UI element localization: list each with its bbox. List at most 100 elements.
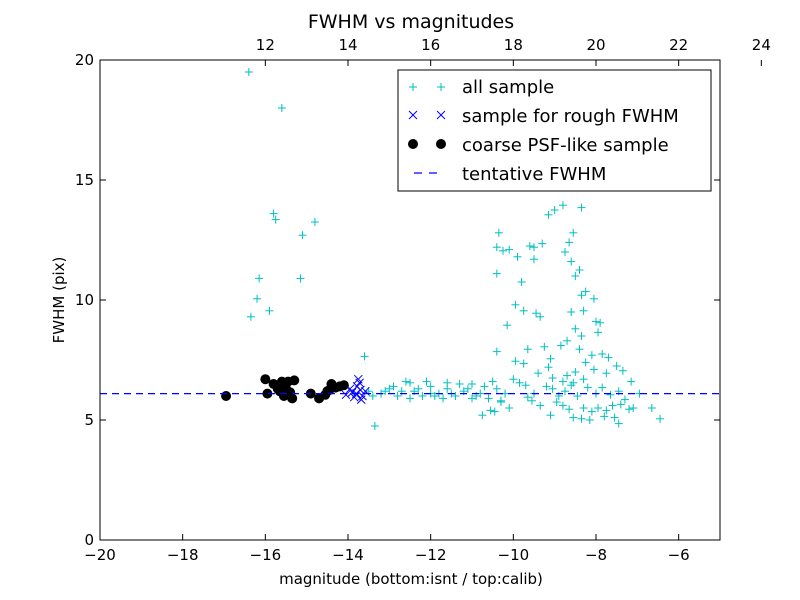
point-all-sample-149 xyxy=(546,411,555,420)
point-coarse-psf-like-sample-5 xyxy=(289,375,300,386)
point-all-sample-150 xyxy=(536,401,545,410)
point-all-sample-42 xyxy=(480,382,489,391)
point-all-sample-4 xyxy=(310,218,319,226)
point-all-sample-156 xyxy=(569,378,578,387)
top-tick-label-4: 20 xyxy=(586,36,605,54)
point-all-sample-46 xyxy=(430,392,439,400)
x-tick-label-1: −18 xyxy=(167,546,199,564)
point-all-sample-116 xyxy=(561,387,569,396)
point-all-sample-30 xyxy=(368,392,377,400)
point-all-sample-129 xyxy=(558,401,567,410)
point-coarse-psf-like-sample-0 xyxy=(221,391,232,401)
point-all-sample-31 xyxy=(389,382,398,391)
point-all-sample-140 xyxy=(577,414,586,423)
x-tick-label-7: −6 xyxy=(668,546,690,564)
plot-frame xyxy=(99,59,721,541)
point-all-sample-138 xyxy=(629,404,638,412)
point-all-sample-133 xyxy=(594,404,603,412)
point-all-sample-114 xyxy=(548,384,557,393)
point-sample-for-rough-fwhm-6 xyxy=(349,392,359,402)
x-tick-label-2: −16 xyxy=(250,546,282,564)
point-sample-for-rough-fwhm-10 xyxy=(341,390,351,400)
point-all-sample-56 xyxy=(499,246,507,255)
point-all-sample-68 xyxy=(567,257,576,266)
point-all-sample-135 xyxy=(608,401,617,410)
point-all-sample-155 xyxy=(558,377,567,386)
point-all-sample-75 xyxy=(492,269,501,278)
point-all-sample-76 xyxy=(530,255,538,264)
point-all-sample-145 xyxy=(647,404,656,412)
point-all-sample-98 xyxy=(598,350,607,358)
point-all-sample-125 xyxy=(521,381,530,390)
series-layer xyxy=(100,68,720,430)
point-all-sample-47 xyxy=(468,394,476,403)
point-all-sample-89 xyxy=(594,328,603,337)
point-all-sample-86 xyxy=(503,321,512,330)
point-all-sample-124 xyxy=(620,395,629,404)
point-all-sample-102 xyxy=(519,359,528,368)
point-all-sample-70 xyxy=(571,272,580,280)
top-tick-label-5: 22 xyxy=(669,36,688,54)
y-tick-label-3: 15 xyxy=(75,171,94,189)
point-all-sample-111 xyxy=(579,375,588,384)
point-all-sample-96 xyxy=(575,345,584,354)
point-all-sample-128 xyxy=(552,398,561,406)
point-sample-for-rough-fwhm-1 xyxy=(355,378,364,388)
point-sample-for-rough-fwhm-9 xyxy=(356,395,366,404)
point-all-sample-100 xyxy=(581,358,590,367)
point-all-sample-5 xyxy=(298,231,307,240)
point-all-sample-72 xyxy=(577,291,586,300)
point-sample-for-rough-fwhm-1-b xyxy=(355,378,364,388)
point-all-sample-64 xyxy=(577,203,586,212)
point-all-sample-99 xyxy=(604,353,613,362)
point-all-sample-74 xyxy=(513,252,522,261)
point-coarse-psf-like-sample-1 xyxy=(260,374,271,385)
point-all-sample-109 xyxy=(602,369,611,378)
point-all-sample-87 xyxy=(571,324,580,333)
point-all-sample-112 xyxy=(542,382,551,391)
point-all-sample-55 xyxy=(492,243,501,252)
point-sample-for-rough-fwhm-10-b xyxy=(341,390,351,400)
legend-label-rough-fwhm: sample for rough FWHM xyxy=(462,106,679,127)
point-all-sample-66 xyxy=(565,238,574,247)
legend-marker-b-coarse-psf-like-sample xyxy=(436,139,446,149)
point-all-sample-131 xyxy=(579,404,588,412)
legend-marker-a-sample-for-rough-fwhm xyxy=(408,110,418,120)
series-all-sample xyxy=(244,68,665,430)
point-all-sample-7 xyxy=(296,274,305,283)
point-all-sample-103 xyxy=(544,363,553,372)
point-sample-for-rough-fwhm-9-b xyxy=(356,395,366,404)
y-tick-label-2: 10 xyxy=(75,291,94,309)
point-sample-for-rough-fwhm-0-b xyxy=(353,374,363,384)
point-all-sample-110 xyxy=(589,365,598,374)
point-all-sample-121 xyxy=(598,383,607,392)
point-all-sample-130 xyxy=(565,405,574,414)
top-tick-label-0: 12 xyxy=(256,36,275,54)
point-all-sample-57 xyxy=(505,245,514,254)
point-all-sample-104 xyxy=(534,369,543,378)
point-all-sample-146 xyxy=(656,414,665,423)
point-sample-for-rough-fwhm-6-b xyxy=(349,392,359,402)
x-tick-label-6: −8 xyxy=(585,546,607,564)
point-all-sample-81 xyxy=(536,312,545,321)
point-all-sample-61 xyxy=(544,210,553,219)
point-coarse-psf-like-sample-10 xyxy=(287,393,298,404)
x-tick-label-0: −20 xyxy=(84,546,116,564)
top-tick-label-3: 18 xyxy=(504,36,523,54)
legend-marker-b-sample-for-rough-fwhm-b xyxy=(436,110,446,120)
legend-label-tentative-fwhm: tentative FWHM xyxy=(462,164,606,185)
chart-title: FWHM vs magnitudes xyxy=(308,11,514,33)
point-all-sample-73 xyxy=(589,294,598,303)
point-all-sample-1 xyxy=(277,104,286,112)
point-all-sample-15 xyxy=(385,384,394,393)
y-axis-label: FWHM (pix) xyxy=(50,257,68,344)
point-all-sample-39 xyxy=(414,384,423,393)
point-all-sample-19 xyxy=(418,392,427,400)
point-all-sample-91 xyxy=(556,341,565,350)
point-all-sample-23 xyxy=(451,392,460,400)
point-all-sample-101 xyxy=(511,357,520,366)
point-all-sample-108 xyxy=(618,366,627,375)
point-all-sample-62 xyxy=(550,206,559,214)
legend-marker-a-all-sample xyxy=(409,83,417,91)
